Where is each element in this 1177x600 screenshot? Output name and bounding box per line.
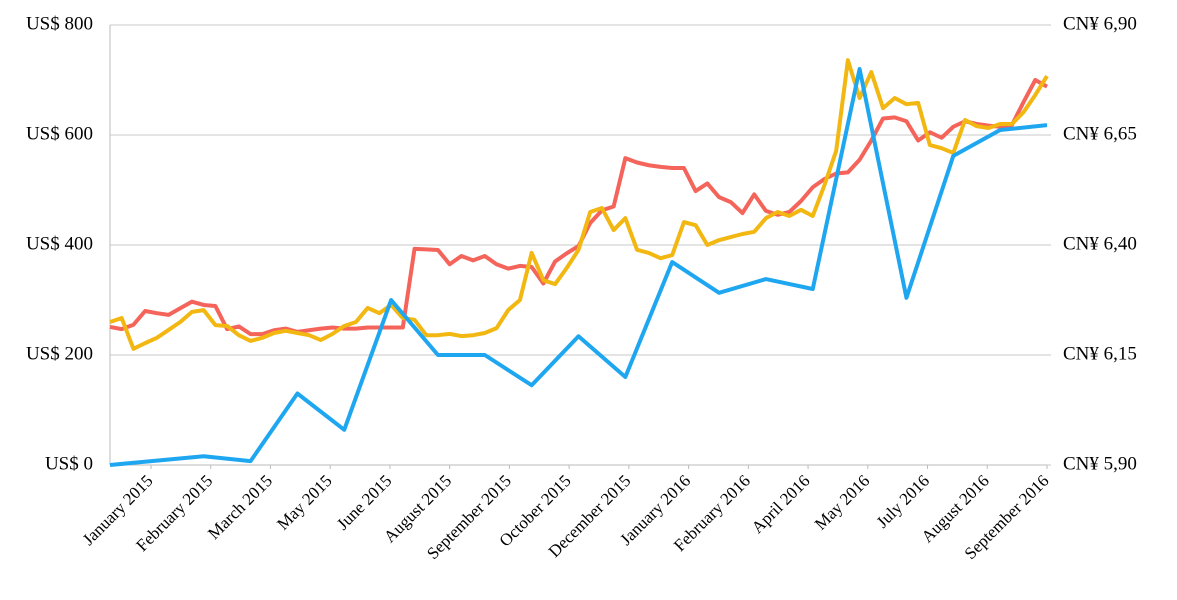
y2-tick-label: CN¥ 5,90 [1063, 453, 1137, 474]
y-tick-label: US$ 800 [26, 13, 93, 34]
x-tick-label: April 2016 [748, 471, 814, 537]
series-line [109, 67, 1048, 467]
x-tick-label: June 2015 [333, 471, 396, 534]
y-tick-label: US$ 600 [26, 123, 93, 144]
x-tick-label: March 2015 [204, 471, 276, 543]
y2-tick-label: CN¥ 6,65 [1063, 123, 1137, 144]
y2-tick-label: CN¥ 6,15 [1063, 343, 1137, 364]
y-tick-label: US$ 0 [45, 453, 93, 474]
y-tick-label: US$ 200 [26, 343, 93, 364]
series-line [109, 58, 1049, 351]
y2-tick-label: CN¥ 6,90 [1063, 13, 1137, 34]
x-tick-label: May 2015 [273, 471, 336, 534]
y2-tick-label: CN¥ 6,40 [1063, 233, 1137, 254]
y-tick-label: US$ 400 [26, 233, 93, 254]
x-tick-label: May 2016 [811, 471, 874, 534]
x-tick-label: July 2016 [873, 471, 934, 532]
